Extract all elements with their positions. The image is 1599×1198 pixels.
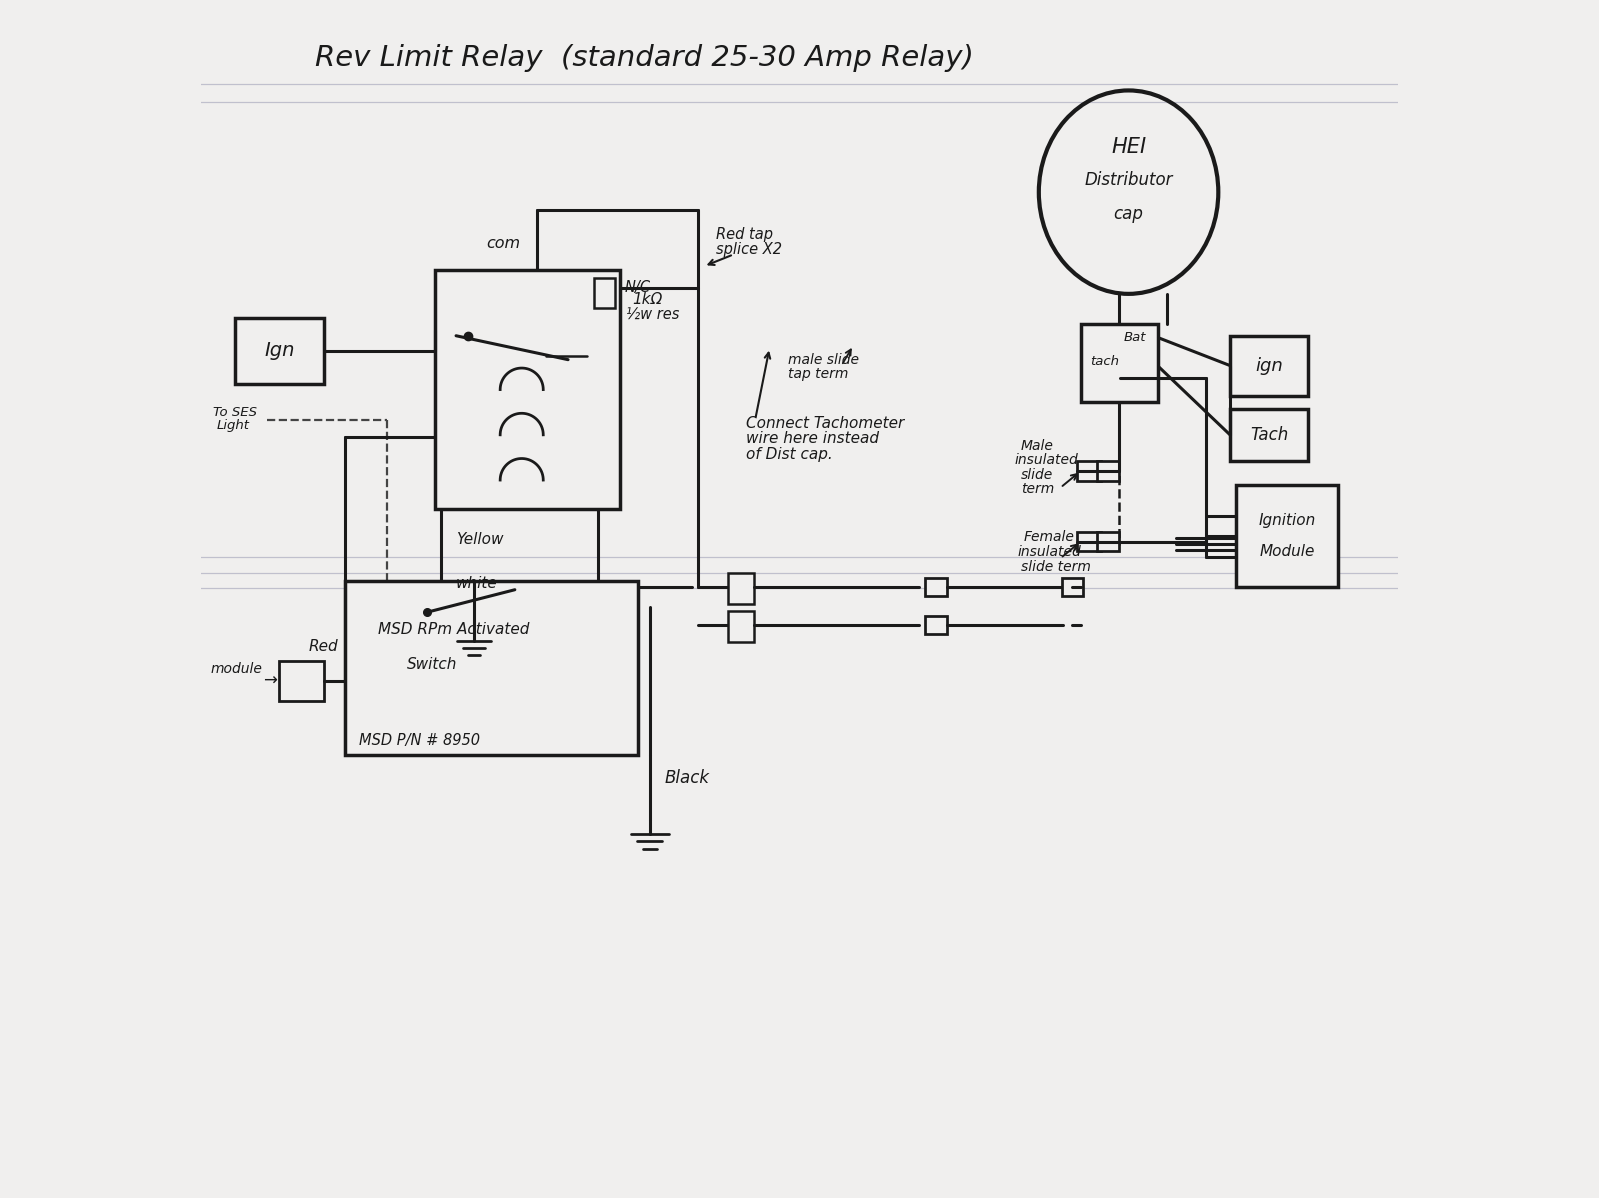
Text: ign: ign xyxy=(1255,357,1282,375)
Text: slide term: slide term xyxy=(1020,559,1091,574)
Text: Distributor: Distributor xyxy=(1084,171,1172,189)
Text: Connect Tachometer: Connect Tachometer xyxy=(745,416,903,430)
Text: module: module xyxy=(211,662,262,676)
Text: splice X2: splice X2 xyxy=(716,242,782,258)
Text: term: term xyxy=(1020,482,1054,496)
Text: →: → xyxy=(264,672,277,690)
Text: Male: Male xyxy=(1020,438,1054,453)
Text: Ignition: Ignition xyxy=(1258,514,1316,528)
Bar xyxy=(728,573,755,604)
Text: Bat: Bat xyxy=(1124,332,1146,344)
Bar xyxy=(278,661,325,701)
Text: Module: Module xyxy=(1260,544,1314,559)
Bar xyxy=(593,278,616,308)
Text: insulated: insulated xyxy=(1015,453,1079,467)
Bar xyxy=(728,611,755,642)
Text: tap term: tap term xyxy=(788,367,847,381)
Bar xyxy=(1236,485,1338,587)
Text: of Dist cap.: of Dist cap. xyxy=(745,447,833,461)
Bar xyxy=(1062,579,1083,597)
Text: N/C: N/C xyxy=(625,280,651,296)
Text: 1kΩ: 1kΩ xyxy=(632,292,662,308)
Bar xyxy=(1078,461,1102,480)
Text: Tach: Tach xyxy=(1250,426,1289,444)
Text: wire here instead: wire here instead xyxy=(745,431,879,446)
Bar xyxy=(1230,335,1308,395)
Bar xyxy=(926,616,947,634)
Text: MSD P/N # 8950: MSD P/N # 8950 xyxy=(360,733,480,748)
Text: ½w res: ½w res xyxy=(625,308,680,323)
Bar xyxy=(1097,461,1119,480)
Text: tach: tach xyxy=(1091,355,1119,368)
Bar xyxy=(235,317,325,383)
Text: slide: slide xyxy=(1020,467,1054,482)
Text: com: com xyxy=(486,236,521,252)
Text: Ign: Ign xyxy=(264,341,294,361)
Text: To SES: To SES xyxy=(213,406,257,419)
Bar xyxy=(1097,532,1119,551)
Bar xyxy=(926,579,947,597)
Bar xyxy=(435,270,620,509)
Text: male slide: male slide xyxy=(788,352,859,367)
Bar xyxy=(1078,532,1102,551)
Text: Rev Limit Relay  (standard 25-30 Amp Relay): Rev Limit Relay (standard 25-30 Amp Rela… xyxy=(315,44,974,72)
Text: Red tap: Red tap xyxy=(716,226,772,242)
Text: Light: Light xyxy=(217,419,249,432)
Text: HEI: HEI xyxy=(1111,137,1146,157)
Text: cap: cap xyxy=(1113,205,1143,223)
Text: MSD RPm Activated: MSD RPm Activated xyxy=(379,622,529,637)
Text: Red: Red xyxy=(309,640,339,654)
Text: Black: Black xyxy=(664,769,710,787)
Bar xyxy=(345,581,638,755)
Bar xyxy=(1081,323,1159,401)
Text: insulated: insulated xyxy=(1017,545,1081,559)
Text: Female: Female xyxy=(1023,530,1075,544)
Text: Switch: Switch xyxy=(408,657,457,672)
Text: Yellow: Yellow xyxy=(456,532,504,546)
Text: white: white xyxy=(456,576,497,591)
Bar xyxy=(1230,409,1308,461)
